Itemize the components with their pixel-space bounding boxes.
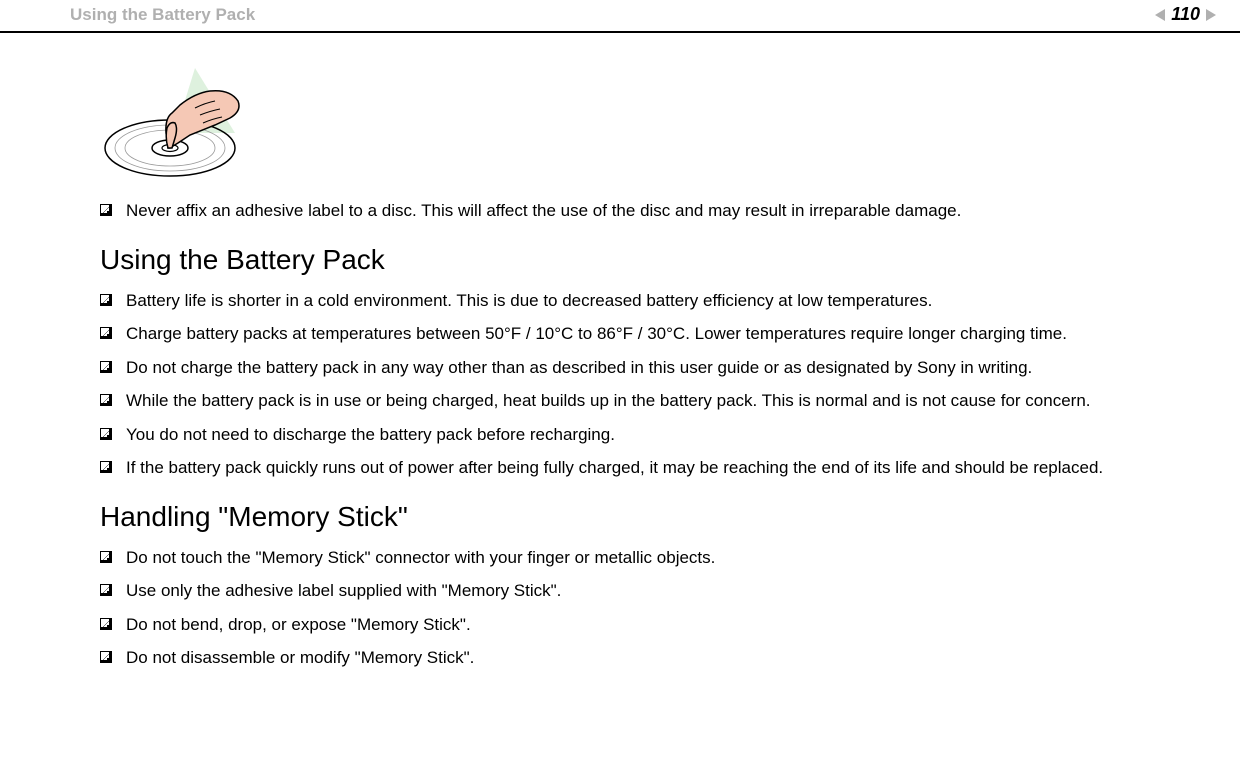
bullet-text: Do not charge the battery pack in any wa… xyxy=(126,355,1170,381)
nav-prev-icon[interactable] xyxy=(1155,9,1165,21)
section-heading-memory: Handling "Memory Stick" xyxy=(100,501,1170,533)
bullet-icon xyxy=(100,394,112,406)
section-heading-battery: Using the Battery Pack xyxy=(100,244,1170,276)
bullet-icon xyxy=(100,551,112,563)
battery-list: Battery life is shorter in a cold enviro… xyxy=(100,288,1170,481)
bullet-text: If the battery pack quickly runs out of … xyxy=(126,455,1170,481)
bullet-text: While the battery pack is in use or bein… xyxy=(126,388,1170,414)
bullet-icon xyxy=(100,294,112,306)
list-item: If the battery pack quickly runs out of … xyxy=(100,455,1170,481)
list-item: Do not bend, drop, or expose "Memory Sti… xyxy=(100,612,1170,638)
bullet-icon xyxy=(100,461,112,473)
list-item: Do not touch the "Memory Stick" connecto… xyxy=(100,545,1170,571)
page-content: Never affix an adhesive label to a disc.… xyxy=(0,63,1240,671)
list-item: Never affix an adhesive label to a disc.… xyxy=(100,198,1170,224)
header-nav: 110 xyxy=(1155,4,1216,25)
bullet-text: Never affix an adhesive label to a disc.… xyxy=(126,198,1170,224)
bullet-icon xyxy=(100,651,112,663)
bullet-icon xyxy=(100,618,112,630)
list-item: Do not charge the battery pack in any wa… xyxy=(100,355,1170,381)
disc-hand-illustration xyxy=(100,63,1170,188)
bullet-text: Do not bend, drop, or expose "Memory Sti… xyxy=(126,612,1170,638)
list-item: You do not need to discharge the battery… xyxy=(100,422,1170,448)
bullet-icon xyxy=(100,428,112,440)
list-item: While the battery pack is in use or bein… xyxy=(100,388,1170,414)
intro-list: Never affix an adhesive label to a disc.… xyxy=(100,198,1170,224)
page-number: 110 xyxy=(1171,4,1200,25)
list-item: Battery life is shorter in a cold enviro… xyxy=(100,288,1170,314)
header-title: Using the Battery Pack xyxy=(70,5,255,25)
bullet-icon xyxy=(100,327,112,339)
bullet-icon xyxy=(100,361,112,373)
bullet-text: Battery life is shorter in a cold enviro… xyxy=(126,288,1170,314)
bullet-text: Charge battery packs at temperatures bet… xyxy=(126,321,1170,347)
bullet-text: Do not disassemble or modify "Memory Sti… xyxy=(126,645,1170,671)
bullet-text: You do not need to discharge the battery… xyxy=(126,422,1170,448)
list-item: Charge battery packs at temperatures bet… xyxy=(100,321,1170,347)
list-item: Do not disassemble or modify "Memory Sti… xyxy=(100,645,1170,671)
page-header: Using the Battery Pack 110 xyxy=(0,0,1240,33)
list-item: Use only the adhesive label supplied wit… xyxy=(100,578,1170,604)
bullet-icon xyxy=(100,584,112,596)
nav-next-icon[interactable] xyxy=(1206,9,1216,21)
bullet-text: Do not touch the "Memory Stick" connecto… xyxy=(126,545,1170,571)
bullet-icon xyxy=(100,204,112,216)
memory-list: Do not touch the "Memory Stick" connecto… xyxy=(100,545,1170,671)
bullet-text: Use only the adhesive label supplied wit… xyxy=(126,578,1170,604)
